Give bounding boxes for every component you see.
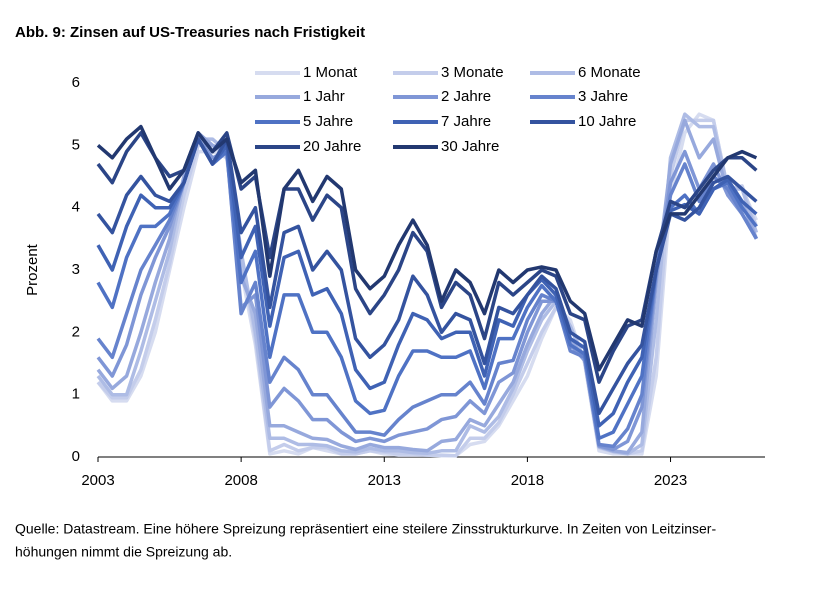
- x-tick-label: 2023: [654, 472, 687, 489]
- y-tick-label: 6: [72, 74, 80, 91]
- legend-label: 3 Jahre: [578, 88, 628, 105]
- legend-label: 5 Jahre: [303, 113, 353, 130]
- legend-label: 6 Monate: [578, 64, 641, 81]
- legend-label: 2 Jahre: [441, 88, 491, 105]
- legend-label: 20 Jahre: [303, 138, 361, 155]
- y-tick-label: 0: [72, 448, 80, 465]
- y-tick-label: 5: [72, 136, 80, 153]
- chart-title: Abb. 9: Zinsen auf US-Treasuries nach Fr…: [15, 24, 365, 41]
- legend-label: 3 Monate: [441, 64, 504, 81]
- y-tick-label: 3: [72, 261, 80, 278]
- x-tick-label: 2008: [224, 472, 257, 489]
- x-tick-label: 2013: [368, 472, 401, 489]
- y-tick-label: 2: [72, 323, 80, 340]
- y-tick-label: 4: [72, 199, 80, 216]
- series-line: [96, 124, 758, 372]
- y-tick-label: 1: [72, 386, 80, 403]
- x-tick-label: 2003: [81, 472, 114, 489]
- note: Quelle: Datastream. Eine höhere Spreizun…: [15, 521, 716, 537]
- x-tick-label: 2018: [511, 472, 544, 489]
- legend-label: 1 Monat: [303, 64, 358, 81]
- y-axis-label: Prozent: [24, 243, 41, 296]
- legend-label: 7 Jahre: [441, 113, 491, 130]
- legend-label: 1 Jahr: [303, 88, 345, 105]
- note: höhungen nimmt die Spreizung ab.: [15, 544, 232, 560]
- legend-label: 30 Jahre: [441, 138, 499, 155]
- series-line: [96, 137, 758, 416]
- series-line: [96, 118, 759, 455]
- legend-label: 10 Jahre: [578, 113, 636, 130]
